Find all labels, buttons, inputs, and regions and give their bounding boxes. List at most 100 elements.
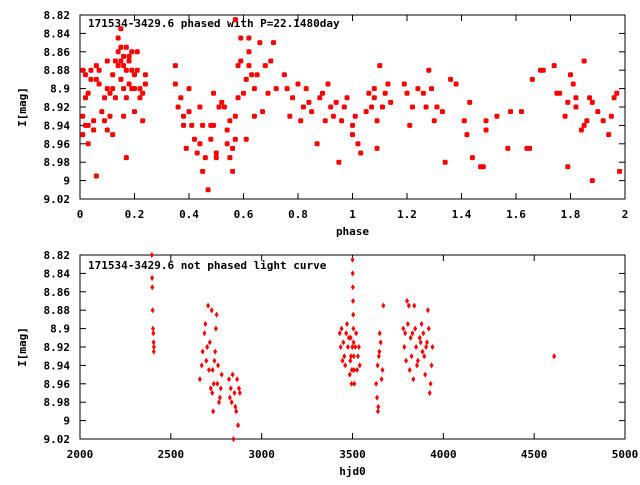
- phased-data-point: [374, 145, 380, 151]
- unphased-data-point: [424, 339, 429, 346]
- unphased-data-point: [552, 353, 557, 360]
- unphased-y-tick-label: 8.86: [44, 286, 71, 299]
- phased-data-point: [93, 76, 99, 82]
- unphased-data-point: [402, 344, 407, 350]
- phased-data-point: [232, 17, 238, 23]
- phased-data-point: [112, 95, 118, 101]
- unphased-data-point: [380, 367, 385, 373]
- phased-data-point: [382, 90, 388, 96]
- phased-data-point: [235, 95, 241, 101]
- unphased-data-point: [401, 325, 406, 332]
- phased-data-point: [262, 63, 268, 69]
- phased-data-point: [350, 132, 355, 138]
- unphased-data-point: [351, 311, 356, 318]
- unphased-data-point: [379, 376, 384, 383]
- unphased-data-point: [422, 353, 427, 360]
- phased-data-point: [181, 113, 187, 119]
- phased-data-point: [341, 104, 347, 110]
- unphased-data-point: [343, 362, 348, 369]
- phased-y-tick-label: 8.98: [44, 156, 71, 169]
- unphased-plot: 171534-3429.6 not phased light curve hjd…: [16, 249, 638, 478]
- phased-x-ticks: 0 0.2 0.4 0.6 0.8 1 1.2 1.4 1.6 1.8 2: [77, 15, 629, 221]
- phased-y-tick-label: 8.92: [44, 101, 71, 114]
- unphased-data-point: [425, 307, 430, 314]
- phased-data-point: [104, 86, 110, 92]
- unphased-data-point: [339, 325, 344, 332]
- unphased-y-tick-label: 9.02: [44, 433, 71, 446]
- unphased-y-tick-label: 8.96: [44, 378, 71, 391]
- unphased-data-point: [378, 339, 383, 346]
- phased-data-point: [518, 109, 524, 115]
- unphased-data-point: [351, 353, 356, 360]
- phased-data-point: [363, 109, 369, 115]
- phased-data-point: [80, 132, 86, 138]
- unphased-data-point: [420, 348, 425, 355]
- phased-data-point: [464, 132, 470, 138]
- phased-data-point: [246, 63, 252, 69]
- phased-x-tick-label: 2: [622, 208, 629, 221]
- phased-data-point: [80, 113, 86, 119]
- phased-data-point: [600, 118, 606, 124]
- phased-data-point: [232, 136, 238, 142]
- phased-data-point: [123, 67, 129, 73]
- unphased-data-point: [200, 348, 205, 355]
- unphased-data-point: [204, 357, 209, 364]
- unphased-data-point: [230, 371, 235, 378]
- phased-data-point: [82, 95, 88, 101]
- unphased-data-point: [419, 321, 424, 327]
- phased-data-point: [104, 127, 110, 133]
- phased-data-point: [374, 118, 380, 124]
- phased-data-point: [407, 122, 413, 128]
- phased-data-point: [213, 150, 219, 156]
- phased-data-point: [578, 127, 584, 133]
- phased-data-point: [290, 95, 296, 101]
- phased-data-point: [211, 90, 217, 96]
- unphased-x-tick-label: 3500: [339, 448, 366, 461]
- phased-x-tick-label: 0.8: [288, 208, 308, 221]
- phased-data-point: [102, 118, 108, 124]
- unphased-data-point: [355, 367, 360, 373]
- phased-data-point: [260, 109, 266, 115]
- phased-x-tick-label: 1.6: [506, 208, 526, 221]
- unphased-x-ticks: 2000 2500 3000 3500 4000 4500 5000: [67, 255, 639, 461]
- unphased-data-point: [355, 353, 360, 360]
- unphased-data-point: [234, 408, 239, 415]
- unphased-data-point: [150, 284, 155, 291]
- unphased-data-point: [149, 252, 154, 258]
- phased-data-point: [467, 99, 473, 105]
- unphased-x-tick-label: 5000: [612, 448, 639, 461]
- phased-data-point: [401, 81, 407, 87]
- unphased-data-point: [410, 330, 415, 337]
- unphased-data-point: [151, 339, 156, 346]
- phased-data-point: [123, 44, 129, 50]
- phased-data-point: [142, 81, 148, 87]
- phased-y-tick-label: 9: [63, 175, 70, 188]
- phased-x-tick-label: 1.8: [561, 208, 581, 221]
- phased-data-point: [107, 113, 113, 119]
- unphased-data-point: [377, 330, 382, 337]
- phased-data-point: [178, 95, 184, 101]
- phased-data-point: [219, 99, 225, 105]
- phased-data-point: [273, 86, 279, 92]
- phased-data-point: [213, 155, 219, 161]
- unphased-data-point: [408, 334, 413, 341]
- phased-data-point: [121, 86, 127, 92]
- unphased-data-point: [228, 385, 233, 392]
- phased-data-point: [339, 118, 345, 124]
- phased-data-point: [235, 63, 241, 69]
- phased-data-point: [175, 104, 181, 110]
- phased-data-point: [439, 109, 445, 115]
- unphased-data-point: [151, 344, 156, 350]
- phased-data-point: [336, 159, 342, 165]
- unphased-data-point: [216, 362, 221, 369]
- unphased-plot-title: 171534-3429.6 not phased light curve: [88, 259, 327, 272]
- phased-data-point: [186, 86, 192, 92]
- unphased-data-point: [217, 394, 222, 401]
- unphased-data-point: [354, 330, 359, 337]
- unphased-data-point: [235, 376, 240, 383]
- phased-data-point: [132, 86, 137, 92]
- phased-data-point: [123, 95, 129, 101]
- unphased-data-point: [227, 394, 232, 401]
- unphased-data-point: [199, 362, 204, 369]
- phased-data-point: [426, 67, 432, 73]
